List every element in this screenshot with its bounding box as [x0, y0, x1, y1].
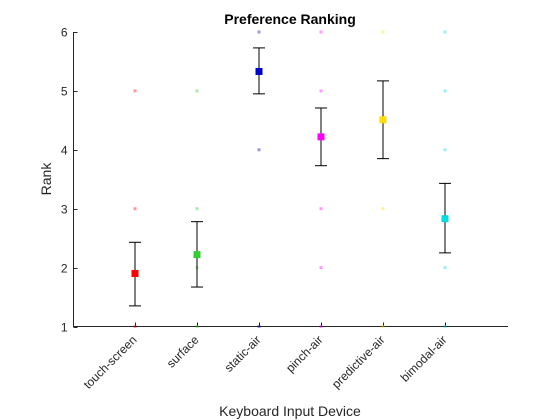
- x-axis-label: Keyboard Input Device: [219, 403, 361, 419]
- mean-marker: [193, 251, 201, 259]
- mean-marker: [317, 133, 325, 141]
- data-point: [443, 30, 447, 34]
- y-tick-label: 3: [61, 203, 68, 217]
- data-point: [443, 266, 447, 270]
- data-point: [319, 325, 323, 328]
- data-point: [443, 325, 447, 328]
- data-point: [443, 89, 447, 93]
- data-point: [195, 207, 199, 211]
- mean-marker: [379, 116, 387, 124]
- series-bimodal-air: [439, 30, 451, 328]
- data-point: [443, 148, 447, 152]
- data-point: [381, 207, 385, 211]
- x-tick-label: static-air: [222, 333, 264, 375]
- chart-title: Preference Ranking: [224, 11, 356, 27]
- data-point: [319, 89, 323, 93]
- y-tick-label: 2: [61, 262, 68, 276]
- series-surface: [191, 89, 203, 328]
- data-point: [257, 148, 261, 152]
- data-point: [381, 30, 385, 34]
- data-point: [133, 325, 137, 328]
- data-point: [381, 325, 385, 328]
- marks-group: [129, 30, 451, 328]
- x-tick-label: surface: [164, 332, 202, 370]
- mean-marker: [255, 67, 263, 75]
- y-tick-label: 4: [61, 144, 68, 158]
- data-point: [195, 325, 199, 328]
- data-point: [195, 89, 199, 93]
- y-tick-label: 6: [61, 26, 68, 40]
- x-tick-label: pinch-air: [283, 333, 325, 375]
- series-static-air: [253, 30, 265, 328]
- series-predictive-air: [377, 30, 389, 328]
- ticks-group: 1 2 3 4 5 6 touch-screen surface static-air pinch…: [61, 26, 450, 392]
- mean-marker: [131, 269, 139, 277]
- y-tick-label: 1: [61, 321, 68, 335]
- axes-group: [73, 32, 508, 327]
- x-tick-label: bimodal-air: [398, 333, 450, 385]
- y-tick-label: 5: [61, 85, 68, 99]
- x-tick-label: touch-screen: [81, 333, 140, 392]
- data-point: [257, 30, 261, 34]
- data-point: [133, 207, 137, 211]
- series-touch-screen: [129, 89, 141, 328]
- series-pinch-air: [315, 30, 327, 328]
- x-tick-label: predictive-air: [329, 333, 387, 391]
- y-axis-label: Rank: [38, 162, 54, 196]
- mean-marker: [441, 215, 449, 223]
- data-point: [319, 266, 323, 270]
- data-point: [257, 325, 261, 328]
- data-point: [133, 89, 137, 93]
- data-point: [319, 30, 323, 34]
- data-point: [319, 207, 323, 211]
